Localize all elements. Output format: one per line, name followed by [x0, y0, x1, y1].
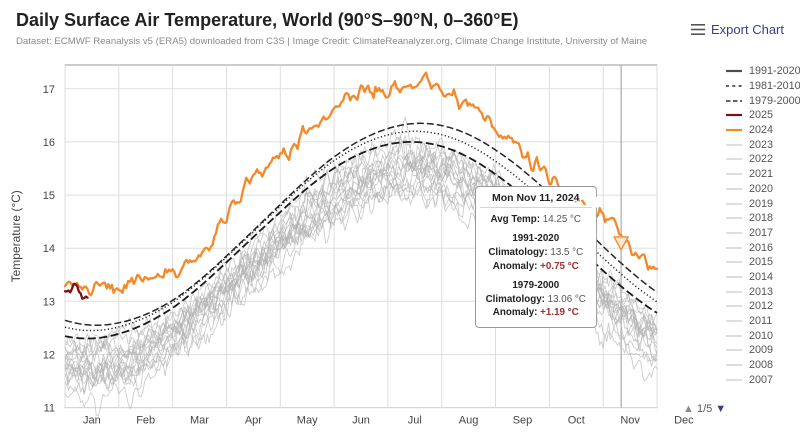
svg-text:Feb: Feb — [136, 415, 155, 427]
svg-text:Apr: Apr — [245, 415, 262, 427]
svg-text:Jun: Jun — [352, 415, 370, 427]
svg-text:Jan: Jan — [83, 415, 101, 427]
svg-text:14: 14 — [43, 243, 55, 255]
svg-text:Nov: Nov — [620, 415, 640, 427]
svg-text:11: 11 — [44, 403, 55, 415]
svg-text:Mar: Mar — [190, 415, 209, 427]
svg-text:12: 12 — [43, 350, 55, 362]
svg-text:Jul: Jul — [408, 415, 422, 427]
svg-text:16: 16 — [43, 137, 55, 149]
svg-text:Oct: Oct — [568, 415, 585, 427]
svg-text:13: 13 — [43, 296, 55, 308]
svg-text:Dec: Dec — [674, 415, 694, 427]
svg-text:Temperature (°C): Temperature (°C) — [9, 190, 23, 282]
svg-text:Aug: Aug — [459, 415, 479, 427]
svg-text:May: May — [297, 415, 318, 427]
svg-text:Sep: Sep — [513, 415, 533, 427]
svg-text:17: 17 — [43, 84, 55, 96]
svg-text:15: 15 — [43, 190, 55, 202]
